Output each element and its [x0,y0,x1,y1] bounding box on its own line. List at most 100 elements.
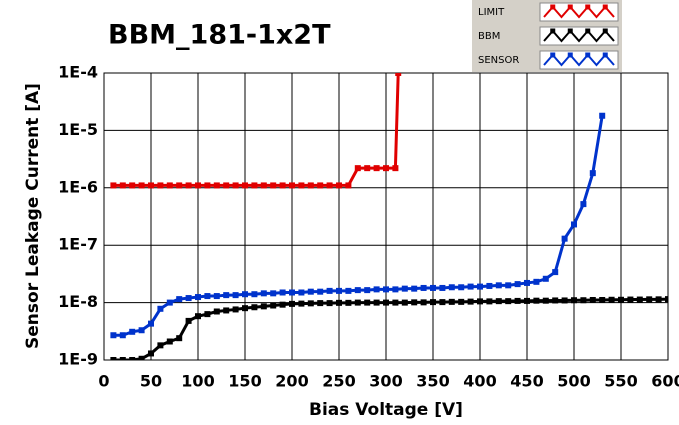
legend-label: SENSOR [478,55,519,66]
data-point [533,297,540,304]
data-point [260,182,267,189]
data-point [336,182,342,189]
data-point [110,357,117,360]
data-point [119,182,126,189]
data-point [392,286,399,293]
x-tick-label: 400 [463,372,496,391]
data-point [270,182,277,189]
data-point [345,299,352,306]
data-point [223,307,230,314]
data-point [148,350,154,357]
data-point [307,300,314,307]
data-point [157,305,164,312]
data-point [148,182,154,189]
legend-marker [602,52,608,58]
data-point [411,285,418,292]
legend-swatch-box [539,2,619,22]
data-point [129,182,136,189]
data-point [505,282,512,289]
data-point [166,299,173,306]
data-point [119,332,126,339]
data-point [289,289,295,296]
y-tick-label: 1E-5 [58,120,98,139]
data-point [204,293,211,300]
data-point [467,283,474,290]
x-axis-label: Bias Voltage [V] [309,400,463,420]
data-point [430,299,436,306]
data-point [561,297,568,304]
legend-marker [550,28,556,34]
data-point [317,288,324,295]
data-point [279,289,286,296]
data-point [458,298,465,305]
data-point [448,298,455,305]
legend-swatch-box [539,50,619,70]
data-point [571,297,577,304]
legend-marker [585,28,591,34]
y-axis-label: Sensor Leakage Current [A] [23,83,43,349]
data-point [110,332,117,339]
legend-line [543,29,615,43]
data-point [176,182,183,189]
y-tick-label: 1E-4 [58,63,98,82]
data-point [439,299,446,306]
data-point [148,320,154,327]
data-point [395,73,402,76]
data-point [270,302,277,309]
legend-marker [567,4,573,10]
data-point [213,182,220,189]
data-point [383,165,389,172]
x-tick-label: 500 [557,372,590,391]
data-point [354,287,361,294]
data-point [636,296,643,303]
data-point [345,182,352,189]
data-point [561,235,568,242]
data-point [477,283,483,290]
y-tick-label: 1E-7 [58,235,98,254]
data-point [317,182,324,189]
data-point [242,182,248,189]
data-point [232,182,239,189]
data-point [354,165,361,172]
x-tick-label: 150 [228,372,261,391]
data-point [599,296,606,303]
legend-marker [585,52,591,58]
legend-label: LIMIT [478,7,505,18]
data-point [589,296,596,303]
data-point [646,296,653,303]
data-point [223,182,230,189]
data-point [119,357,126,360]
data-point [505,298,512,305]
data-point [495,282,502,289]
data-point [420,284,427,291]
x-tick-label: 200 [275,372,308,391]
data-point [618,296,624,303]
data-point [383,286,389,293]
data-point [533,278,540,285]
data-point [213,293,220,300]
chart-title: BBM_181-1x2T [108,20,331,51]
data-point [336,299,342,306]
data-point [514,281,521,288]
data-point [195,313,201,320]
data-point [364,165,371,172]
data-point [251,291,258,298]
legend-swatch-box [539,26,619,46]
data-point [251,304,258,311]
data-point [298,300,305,307]
data-point [599,112,606,119]
y-tick-label: 1E-6 [58,177,98,196]
data-point [138,327,145,334]
data-point [580,201,587,208]
data-point [486,282,493,289]
data-point [580,297,587,304]
data-point [552,297,559,304]
x-tick-label: 450 [510,372,543,391]
data-point [176,296,183,303]
legend-marker [602,4,608,10]
data-point [364,299,371,306]
x-tick-label: 0 [98,372,109,391]
legend-line [543,5,615,19]
data-point [401,299,408,306]
